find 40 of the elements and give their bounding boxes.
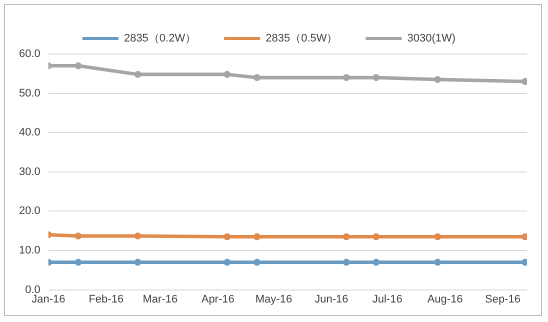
x-tick-label: Apr-16 (201, 293, 234, 306)
point (134, 232, 142, 240)
y-tick-label: 10.0 (18, 244, 40, 257)
legend-label: 2835（0.5W） (266, 32, 338, 45)
point (434, 233, 442, 240)
x-tick-label: Mar-16 (142, 293, 178, 306)
point (253, 258, 260, 266)
y-tick-label: 20.0 (18, 205, 40, 218)
point (253, 74, 260, 82)
point (434, 258, 442, 266)
point (372, 233, 380, 240)
point (372, 258, 380, 266)
point (372, 74, 380, 82)
point (134, 70, 142, 78)
y-tick-label: 30.0 (18, 166, 40, 178)
y-tick-label: 40.0 (18, 126, 40, 139)
point (253, 233, 260, 240)
point (74, 232, 82, 240)
x-tick-label: Jan-16 (32, 293, 66, 306)
x-tick-label: Jul-16 (372, 293, 402, 306)
x-tick-label: Feb-16 (88, 293, 124, 306)
y-tick-label: 50.0 (18, 87, 40, 100)
point (434, 76, 442, 84)
x-tick-label: Jun-16 (314, 293, 348, 306)
point (224, 70, 231, 78)
x-tick-label: May-16 (255, 293, 292, 306)
point (342, 233, 350, 240)
point (224, 233, 231, 240)
point (224, 258, 231, 266)
x-tick-label: Aug-16 (427, 293, 463, 306)
y-tick-label: 60.0 (18, 48, 40, 60)
x-tick-label: Sep-16 (485, 293, 521, 306)
point (342, 74, 350, 82)
point (74, 62, 82, 70)
legend-label: 2835（0.2W） (124, 32, 196, 45)
y-tick-label: 0.0 (25, 284, 40, 296)
legend-label: 3030(1W) (407, 32, 456, 45)
point (134, 258, 142, 266)
point (342, 258, 350, 266)
point (74, 258, 82, 266)
